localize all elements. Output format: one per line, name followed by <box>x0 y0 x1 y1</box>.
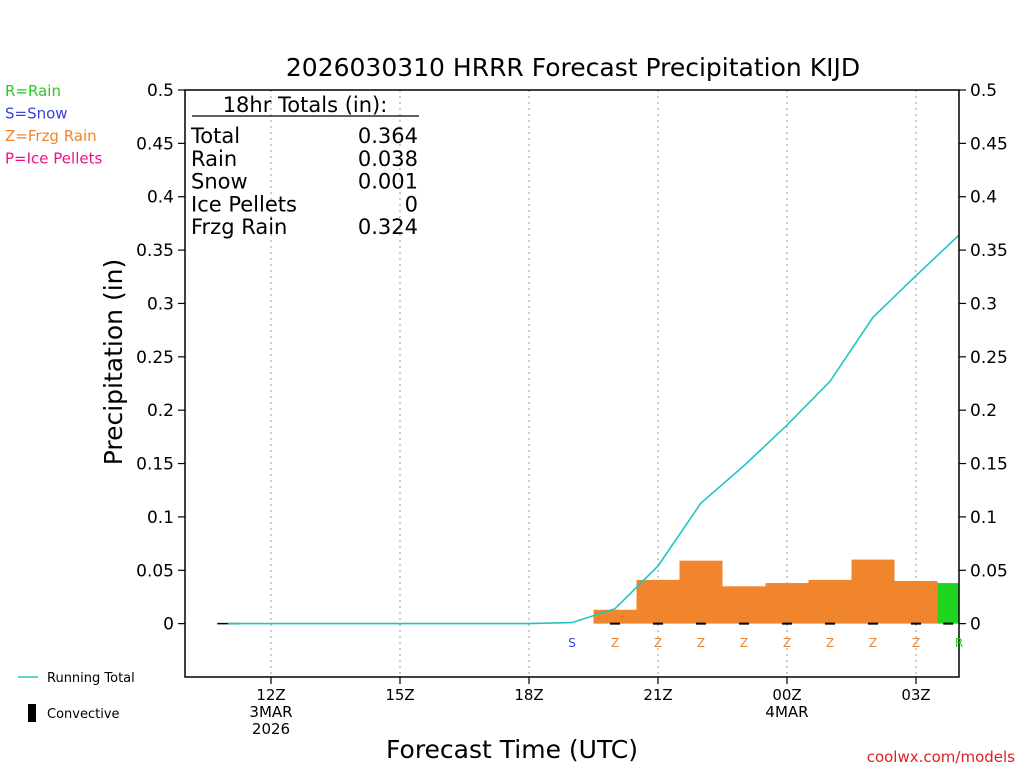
running-total-line <box>228 234 960 625</box>
y-tick-label-left: 0.3 <box>147 294 174 314</box>
precip-bar-7 <box>894 580 938 624</box>
y-tick-label-left: 0.5 <box>147 81 174 101</box>
y-tick-label-left: 0.1 <box>147 508 174 528</box>
y-tick-label-right: 0 <box>970 615 981 635</box>
totals-row-value: 0.364 <box>358 124 418 148</box>
y-tick-label-left: 0.35 <box>136 241 174 261</box>
x-tick-label: 18Z <box>514 686 543 704</box>
convective-legend-swatch <box>28 704 36 722</box>
x-tick-label: 15Z <box>385 686 414 704</box>
ptype-legend-item: Z=Frzg Rain <box>5 127 97 145</box>
y-tick-label-right: 0.2 <box>970 401 997 421</box>
ptype-marker-5: Z <box>783 636 791 650</box>
convective-legend-label: Convective <box>47 707 120 722</box>
y-tick-label-right: 0.5 <box>970 81 997 101</box>
y-tick-label-left: 0.05 <box>136 561 174 581</box>
ptype-legend: R=Rain S=Snow Z=Frzg Rain P=Ice Pellets <box>5 82 102 168</box>
totals-row-value: 0 <box>405 192 418 216</box>
totals-row-label: Snow <box>191 170 248 194</box>
precip-bar-2 <box>679 560 723 624</box>
gridlines <box>270 90 917 677</box>
credit-text: coolwx.com/models <box>867 748 1015 766</box>
totals-row-value: 0.324 <box>358 215 418 239</box>
ptype-marker-0: S <box>568 636 576 650</box>
x-tick-label: 21Z <box>643 686 672 704</box>
y-tick-label-right: 0.45 <box>970 134 1008 154</box>
ptype-marker-7: Z <box>869 636 877 650</box>
totals-box: 18hr Totals (in): Total 0.364 Rain 0.038 Sno… <box>190 93 419 239</box>
totals-row-label: Ice Pellets <box>191 192 297 216</box>
totals-row-value: 0.038 <box>358 147 418 171</box>
precip-bar-5 <box>808 579 852 624</box>
y-tick-label-left: 0.4 <box>147 188 174 208</box>
precip-bar-1 <box>636 579 680 624</box>
y-axis-label: Precipitation (in) <box>99 259 128 466</box>
chart-title: 2026030310 HRRR Forecast Precipitation K… <box>286 53 860 82</box>
y-tick-label-left: 0.15 <box>136 455 174 475</box>
y-tick-label-right: 0.3 <box>970 294 997 314</box>
ptype-marker-6: Z <box>826 636 834 650</box>
x-tick-label: 03Z <box>901 686 930 704</box>
ptype-marker-1: Z <box>611 636 619 650</box>
y-tick-label-right: 0.4 <box>970 188 997 208</box>
plot-frame <box>184 89 960 678</box>
x-tick-label: 12Z <box>256 686 285 704</box>
precip-bar-0 <box>593 609 637 624</box>
y-tick-label-left: 0 <box>163 615 174 635</box>
y-tick-label-right: 0.35 <box>970 241 1008 261</box>
ptype-marker-4: Z <box>740 636 748 650</box>
y-tick-label-right: 0.15 <box>970 455 1008 475</box>
y-tick-label-right: 0.05 <box>970 561 1008 581</box>
precip-bar-4 <box>765 583 809 624</box>
ptype-marker-3: Z <box>697 636 705 650</box>
totals-row-label: Total <box>190 124 240 148</box>
ptype-legend-item: P=Ice Pellets <box>5 150 102 168</box>
running-total-line-group <box>228 234 960 625</box>
precip-bar-6 <box>851 559 895 624</box>
bottom-legend: Running Total Convective <box>18 671 135 722</box>
y-axis-ticks: 0.5 0.5 0.45 0.45 0.4 0.4 0.35 0.35 0.3 0.3 0.25 0.… <box>136 81 1008 635</box>
x-tick-label: 00Z <box>772 686 801 704</box>
x-tick-label: 2026 <box>252 720 290 738</box>
x-axis-label: Forecast Time (UTC) <box>386 735 638 764</box>
y-tick-label-right: 0.1 <box>970 508 997 528</box>
totals-header: 18hr Totals (in): <box>223 93 388 117</box>
ptype-marker-2: Z <box>654 636 662 650</box>
ptype-marker-8: Z <box>912 636 920 650</box>
y-tick-label-right: 0.25 <box>970 348 1008 368</box>
y-tick-label-left: 0.2 <box>147 401 174 421</box>
precip-bar-3 <box>722 586 766 624</box>
x-tick-label: 4MAR <box>765 703 808 721</box>
totals-row-label: Rain <box>191 147 237 171</box>
ptype-legend-item: S=Snow <box>5 105 68 123</box>
running-total-legend-label: Running Total <box>47 671 135 686</box>
totals-row-label: Frzg Rain <box>191 215 287 239</box>
bars <box>593 559 959 624</box>
ptype-marker-9: R <box>955 636 963 650</box>
precip-bar-8 <box>937 583 959 624</box>
y-tick-label-left: 0.25 <box>136 348 174 368</box>
y-tick-label-left: 0.45 <box>136 134 174 154</box>
x-tick-label: 3MAR <box>249 703 292 721</box>
totals-row-value: 0.001 <box>358 170 418 194</box>
ptype-legend-item: R=Rain <box>5 82 61 100</box>
